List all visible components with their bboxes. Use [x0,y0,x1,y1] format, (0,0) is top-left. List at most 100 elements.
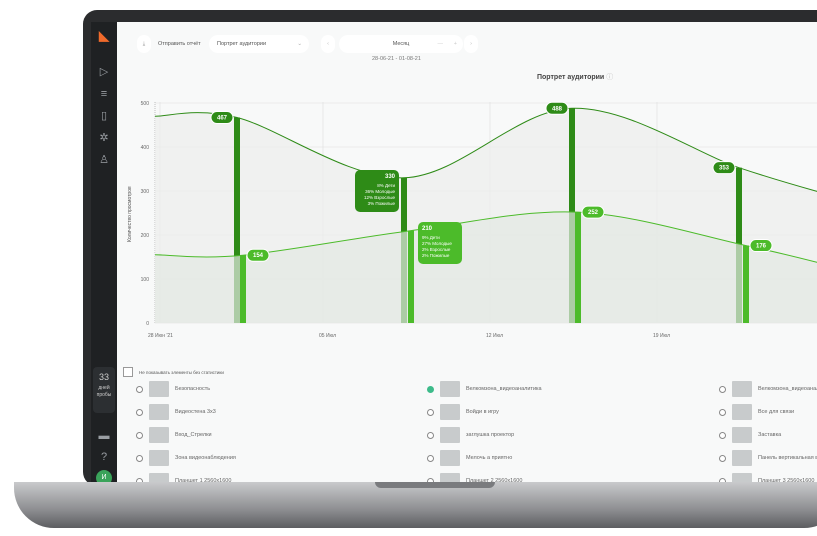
x-tick-label: 19 Июл [653,333,670,339]
radio[interactable] [427,385,434,393]
value-badge [712,161,736,175]
y-tick-label: 500 [141,101,150,107]
bar [575,212,581,323]
radio[interactable] [427,408,434,416]
folder-icon [732,450,752,466]
radio[interactable] [136,454,143,462]
download-icon[interactable]: ⤓ [137,35,151,53]
tooltip-line: 12% Взрослые [364,195,395,200]
laptop-base [14,482,817,528]
x-tick-label: 05 Июл [319,333,336,339]
folder-icon [440,427,460,443]
y-tick-label: 0 [146,321,149,327]
period-select[interactable]: Месяц — + [339,35,463,53]
list-item[interactable]: Заставка [719,426,781,444]
y-tick-label: 300 [141,189,150,195]
radio[interactable] [719,454,726,462]
list-item[interactable]: Зона видеонаблюдения [136,449,236,467]
list-item[interactable]: Войди в игру [427,403,499,421]
radio[interactable] [427,454,434,462]
list-item[interactable]: Велкомзона_видеоаналитика [719,380,817,398]
list-item-label: Панель вертикальная внутр [758,455,817,461]
list-item[interactable]: Вход_Стрелки [136,426,212,444]
value-badge [545,101,569,115]
trial-count: 33 [98,372,109,382]
zoom-out-icon[interactable]: — [437,41,444,47]
value-label: 467 [217,116,228,122]
list-item-label: Войди в игру [466,409,499,415]
radio[interactable] [427,431,434,439]
next-period-button[interactable]: › [464,35,478,53]
y-axis-label: Количество просмотров [127,186,133,242]
play-icon[interactable]: ▷ [99,66,109,78]
radio[interactable] [719,408,726,416]
radio[interactable] [136,385,143,393]
folder-icon [440,450,460,466]
date-range: 28-06-21 - 01-08-21 [372,56,421,62]
avatar[interactable]: И [96,470,112,482]
list-item[interactable]: Панель вертикальная внутр [719,449,817,467]
hide-empty-label: Не показывать элементы без статистики [139,369,224,375]
folder-icon [732,404,752,420]
logo-icon[interactable]: ◣ [99,28,109,43]
radio[interactable] [719,477,726,482]
radio[interactable] [136,408,143,416]
folder-icon [149,427,169,443]
user-icon[interactable]: ♙ [99,154,109,166]
value-label: 488 [552,106,563,112]
tooltip-line: 8% Дети [377,183,395,188]
y-tick-label: 200 [141,233,150,239]
list-item[interactable]: Видеостена 3х3 [136,403,216,421]
laptop-notch [375,482,495,488]
prev-period-button[interactable]: ‹ [321,35,335,53]
chart-title: Портрет аудитории ⓘ [537,74,614,81]
trial-label: дней пробы [96,385,112,398]
list-item[interactable]: Планшет 1 2560х1600 [136,472,231,482]
help-icon[interactable]: ? [100,451,108,463]
zoom-in-icon[interactable]: + [453,41,457,47]
list-item-label: Зона видеонаблюдения [175,455,236,461]
radio[interactable] [719,385,726,393]
list-item[interactable]: Велкомзона_видеоаналитика [427,380,542,398]
radio[interactable] [427,477,434,482]
tooltip-line: 9% Дети [422,235,440,240]
bar [234,117,240,324]
list-item-label: Видеостена 3х3 [175,409,216,415]
trial-badge[interactable]: 33 дней пробы [93,367,115,413]
value-label: 353 [719,166,730,172]
list-item[interactable]: Планшет 2 2560х1600 [427,472,522,482]
tooltip-line: 2% Пожилые [422,253,450,258]
list-item[interactable]: Безопасность [136,380,210,398]
radio[interactable] [719,431,726,439]
list-item[interactable]: Все для связи [719,403,794,421]
tooltip-line: 3% Пожилые [368,201,396,206]
list-item[interactable]: Мелочь а приятно [427,449,512,467]
tooltip-value: 210 [422,226,433,232]
tooltip-line: 27% Молодые [422,241,452,246]
list-item[interactable]: заглушка проектор [427,426,514,444]
checkbox-box[interactable] [123,367,133,377]
list-item-label: Планшет 2 2560х1600 [466,478,523,482]
monitor-icon[interactable]: ▬ [98,430,110,442]
filter-icon[interactable]: ≡ [100,88,108,100]
value-badge [581,205,605,219]
loader-icon[interactable]: ✲ [99,132,109,144]
hide-empty-checkbox[interactable]: Не показывать элементы без статистики [123,367,224,377]
list-item[interactable]: Планшет 3 2560х1600 [719,472,814,482]
list-item-label: Вход_Стрелки [175,432,212,438]
radio[interactable] [136,477,143,482]
y-tick-label: 100 [141,277,150,283]
send-report-button[interactable]: Отправить отчёт [158,41,201,47]
y-tick-label: 400 [141,145,150,151]
folder-icon [732,381,752,397]
folder-icon [440,473,460,482]
period-value: Месяц [392,41,410,47]
radio[interactable] [136,431,143,439]
folder-icon [732,427,752,443]
report-select[interactable]: Портрет аудитории ⌄ [209,35,309,53]
folder-icon [149,381,169,397]
list-item-label: заглушка проектор [466,432,515,438]
value-badge [246,248,270,262]
list-item-label: Планшет 3 2560х1600 [758,478,815,482]
file-icon[interactable]: ▯ [100,110,108,122]
